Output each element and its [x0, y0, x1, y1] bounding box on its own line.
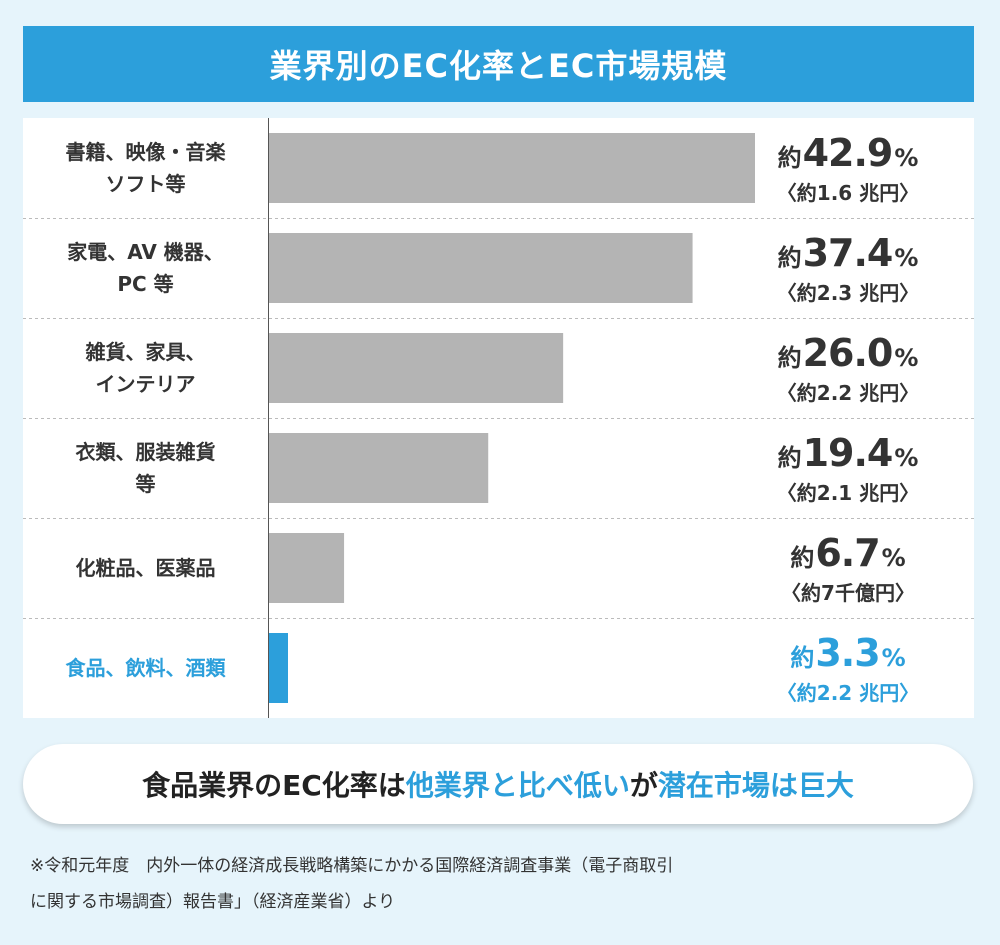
category-label: 書籍、映像・音楽 ソフト等 [65, 140, 226, 196]
market-size-label: 〈約1.6 兆円〉 [776, 180, 920, 205]
bar-1 [268, 133, 755, 203]
value-unit: % [894, 443, 919, 472]
conclusion-banner: 食品業界のEC化率は 他業界と比べ低いが潜在市場は巨大 [23, 744, 973, 824]
category-label: 雑貨、家具、 インテリア [85, 340, 206, 396]
value-label-group: 約 26.0% 〈約2.2 兆円〉 [758, 318, 938, 418]
bar-5 [268, 533, 345, 603]
value-label-group: 約 42.9% 〈約1.6 兆円〉 [758, 118, 938, 218]
value-label-group: 約 19.4% 〈約2.1 兆円〉 [758, 418, 938, 518]
conclusion-highlight-1: 他業界と比べ低い [405, 769, 630, 802]
chart-panel: 書籍、映像・音楽 ソフト等約 42.9% 〈約1.6 兆円〉 家電、AV 機器、 PC… [23, 118, 974, 718]
value-label: 約 37.4% [778, 231, 919, 275]
market-size-label: 〈約2.1 兆円〉 [776, 480, 920, 505]
value-unit: % [881, 643, 906, 672]
value-prefix: 約 [777, 243, 802, 272]
bar-4 [268, 433, 489, 503]
value-prefix: 約 [777, 343, 802, 372]
bar-6 [268, 633, 288, 703]
value-number: 26.0 [802, 330, 894, 375]
value-label: 約 3.3% [790, 631, 905, 675]
source-line-1: ※令和元年度 内外一体の経済成長戦略構築にかかる国際経済調査事業（電子商取引 [30, 856, 674, 876]
bar-chart [23, 118, 974, 718]
value-label: 約 26.0% [778, 331, 919, 375]
market-size-label: 〈約2.3 兆円〉 [776, 280, 920, 305]
value-label: 約 42.9% [778, 131, 919, 175]
source-note: ※令和元年度 内外一体の経済成長戦略構築にかかる国際経済調査事業（電子商取引 に… [30, 848, 975, 920]
value-number: 37.4 [802, 230, 894, 275]
conclusion-text-1: 食品業界のEC化率は [142, 769, 406, 802]
value-unit: % [894, 343, 919, 372]
market-size-label: 〈約2.2 兆円〉 [776, 380, 920, 405]
market-size-label: 〈約2.2 兆円〉 [776, 680, 920, 705]
conclusion-text-2: が [629, 769, 658, 802]
value-prefix: 約 [790, 543, 815, 572]
source-line-2: に関する市場調査）報告書」（経済産業省）より [30, 892, 396, 912]
value-number: 6.7 [815, 530, 880, 575]
value-label-group: 約 6.7% 〈約7千億円〉 [758, 518, 938, 618]
value-label-group: 約 3.3% 〈約2.2 兆円〉 [758, 618, 938, 718]
value-unit: % [881, 543, 906, 572]
bar-3 [268, 333, 564, 403]
conclusion-highlight-2: 潜在市場は巨大 [657, 769, 854, 802]
bar-2 [268, 233, 693, 303]
category-label: 家電、AV 機器、 PC 等 [67, 240, 224, 296]
value-label: 約 6.7% [790, 531, 905, 575]
value-unit: % [894, 243, 919, 272]
category-label: 食品、飲料、酒類 [65, 656, 226, 680]
category-label: 衣類、服装雑貨 等 [75, 440, 216, 496]
chart-title: 業界別のEC化率とEC市場規模 [23, 26, 974, 102]
value-label-group: 約 37.4% 〈約2.3 兆円〉 [758, 218, 938, 318]
value-prefix: 約 [777, 443, 802, 472]
value-label: 約 19.4% [778, 431, 919, 475]
value-number: 42.9 [802, 130, 894, 175]
market-size-label: 〈約7千億円〉 [781, 580, 915, 605]
category-label: 化粧品、医薬品 [75, 556, 216, 580]
value-unit: % [894, 143, 919, 172]
value-number: 3.3 [815, 630, 880, 675]
value-prefix: 約 [790, 643, 815, 672]
value-prefix: 約 [777, 143, 802, 172]
value-number: 19.4 [802, 430, 894, 475]
